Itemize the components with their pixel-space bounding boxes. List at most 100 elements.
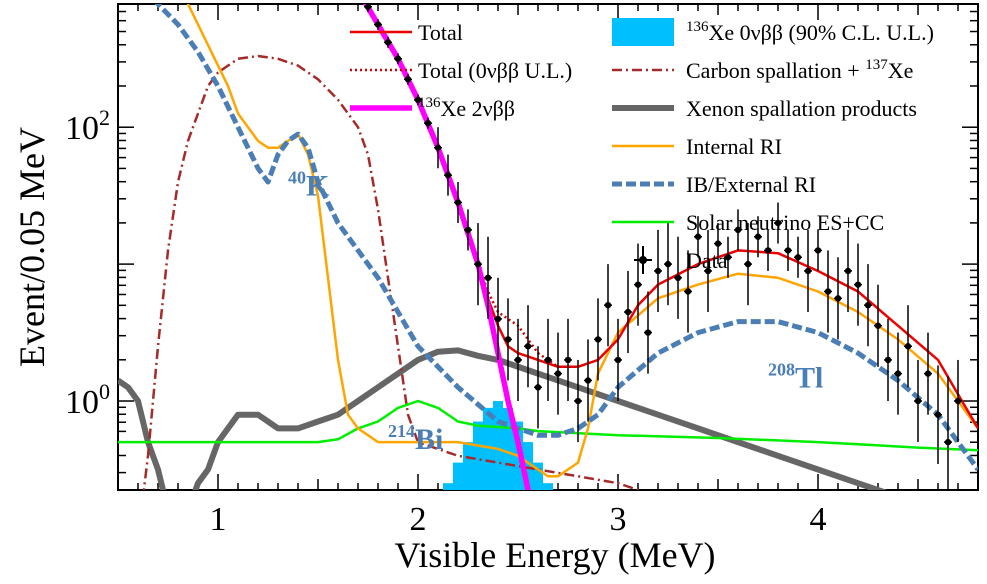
data-point xyxy=(914,397,922,405)
data-point xyxy=(394,55,402,62)
xe0nu-bar xyxy=(483,407,493,490)
data-point xyxy=(764,247,772,254)
data-point xyxy=(924,370,932,377)
data-point xyxy=(724,254,732,261)
data-point xyxy=(714,240,722,247)
legend-label: Data xyxy=(686,248,728,273)
legend-item-total_ul: Total (0νββ U.L.) xyxy=(350,58,572,83)
data-point xyxy=(444,171,452,179)
data-point xyxy=(774,219,782,227)
xe0nu-bar xyxy=(463,442,473,490)
data-point xyxy=(564,356,572,364)
data-point xyxy=(844,267,852,275)
legend-label: 136Xe 0νββ (90% C.L. U.L.) xyxy=(686,19,934,45)
data-point xyxy=(684,288,692,295)
data-point xyxy=(784,247,792,254)
data-point xyxy=(814,247,822,254)
xe0nu-bar xyxy=(473,421,483,490)
x-tick-label: 4 xyxy=(810,501,827,538)
legend-swatch xyxy=(612,18,674,46)
legend-label: Total (0νββ U.L.) xyxy=(418,58,572,83)
legend-item-internal: Internal RI xyxy=(612,134,782,159)
y-tick-label: 100 xyxy=(65,379,110,421)
legend-label: IB/External RI xyxy=(686,172,816,197)
data-point xyxy=(534,384,542,391)
data-point xyxy=(674,274,682,282)
xe0nu-bar xyxy=(503,407,513,490)
data-point xyxy=(744,260,752,268)
legend-label: 136Xe 2νββ xyxy=(418,95,515,121)
data-point xyxy=(574,397,582,405)
data-point xyxy=(494,315,502,323)
data-point xyxy=(454,199,462,206)
plot-area xyxy=(118,4,978,490)
legend-item-total: Total xyxy=(350,20,463,45)
y-axis-label: Event/0.05 MeV xyxy=(12,127,52,367)
data-point xyxy=(664,260,672,268)
data-point xyxy=(824,288,832,295)
y-tick-label: 102 xyxy=(65,105,110,147)
data-point xyxy=(954,397,962,405)
data-point xyxy=(624,308,632,316)
legend-item-xe0nu: 136Xe 0νββ (90% C.L. U.L.) xyxy=(612,18,934,46)
data-point xyxy=(514,356,522,364)
internal-series-line xyxy=(186,4,978,478)
plot-frame xyxy=(117,3,979,491)
xe0nu-bar xyxy=(523,442,533,490)
data-point xyxy=(904,343,912,350)
annotation-label: 208Tl xyxy=(768,359,823,394)
data-point xyxy=(584,377,592,384)
data-point xyxy=(934,411,942,418)
legend-item-ib: IB/External RI xyxy=(612,172,816,197)
legend-swatch xyxy=(639,256,647,264)
data-point xyxy=(614,356,622,364)
data-point xyxy=(854,281,862,288)
x-axis-label: Visible Energy (MeV) xyxy=(394,535,715,575)
data-point xyxy=(424,119,432,127)
ib-series-line xyxy=(154,4,978,471)
xe0nu-bar xyxy=(543,483,553,490)
data-point xyxy=(554,370,562,377)
data-point xyxy=(504,336,512,343)
data-point xyxy=(604,301,612,309)
annotation-label: 214Bi xyxy=(388,421,443,456)
data-point xyxy=(734,226,742,234)
data-point xyxy=(474,260,482,268)
legend-item-xe2nu: 136Xe 2νββ xyxy=(350,95,515,121)
data-point xyxy=(414,96,422,104)
xe0nu-bar xyxy=(493,401,503,490)
x-tick-label: 3 xyxy=(610,501,627,538)
data-point xyxy=(884,356,892,364)
legend-item-carbon: Carbon spallation + 137Xe xyxy=(612,57,913,83)
data-point xyxy=(754,233,762,240)
data-point xyxy=(874,322,882,329)
legend: Total Total (0νββ U.L.) 136Xe 2νββ 136Xe 0ν… xyxy=(350,18,934,274)
data-point xyxy=(404,76,412,83)
data-point xyxy=(594,336,602,343)
annotation-label: 40K xyxy=(288,168,330,203)
data-point xyxy=(694,233,702,240)
data-point xyxy=(804,267,812,275)
xe0nu-bar xyxy=(533,462,543,490)
data-point xyxy=(384,39,392,46)
data-point xyxy=(634,281,642,288)
xe0nu-bar xyxy=(453,462,463,490)
data-point xyxy=(434,144,442,151)
data-point xyxy=(374,21,382,28)
legend-label: Xenon spallation products xyxy=(686,96,917,121)
legend-item-solar: Solar neutrino ES+CC xyxy=(612,210,884,235)
solar-series-line xyxy=(118,399,978,452)
x-tick-label: 1 xyxy=(210,501,227,538)
annotations: 40K 214Bi 208Tl xyxy=(288,168,823,456)
legend-label: Internal RI xyxy=(686,134,782,159)
data-point xyxy=(524,343,532,350)
x-tick-label: 2 xyxy=(410,501,427,538)
data-point xyxy=(944,438,952,446)
legend-item-xespall: Xenon spallation products xyxy=(612,96,917,121)
data-point xyxy=(894,370,902,377)
data-point xyxy=(834,295,842,302)
legend-label: Carbon spallation + 137Xe xyxy=(686,57,913,83)
data-point xyxy=(794,254,802,261)
legend-item-data: Data xyxy=(634,246,728,274)
